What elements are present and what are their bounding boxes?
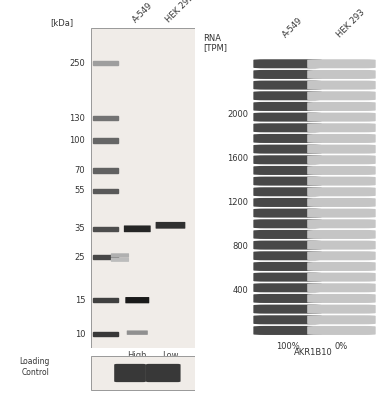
- FancyBboxPatch shape: [307, 102, 376, 111]
- FancyBboxPatch shape: [254, 91, 322, 100]
- FancyBboxPatch shape: [254, 177, 322, 186]
- Text: 100: 100: [69, 136, 85, 145]
- FancyBboxPatch shape: [111, 258, 129, 262]
- FancyBboxPatch shape: [111, 253, 129, 258]
- FancyBboxPatch shape: [307, 70, 376, 79]
- FancyBboxPatch shape: [254, 283, 322, 292]
- FancyBboxPatch shape: [125, 297, 149, 303]
- FancyBboxPatch shape: [307, 251, 376, 260]
- Bar: [93, 298, 118, 302]
- FancyBboxPatch shape: [307, 283, 376, 292]
- FancyBboxPatch shape: [307, 273, 376, 282]
- FancyBboxPatch shape: [254, 145, 322, 154]
- FancyBboxPatch shape: [307, 198, 376, 207]
- FancyBboxPatch shape: [124, 226, 151, 232]
- Text: AKR1B10: AKR1B10: [294, 348, 333, 357]
- Text: 1200: 1200: [227, 198, 248, 207]
- FancyBboxPatch shape: [254, 123, 322, 132]
- Text: A-549: A-549: [281, 16, 305, 40]
- FancyBboxPatch shape: [254, 305, 322, 314]
- Text: 130: 130: [69, 114, 85, 123]
- FancyBboxPatch shape: [307, 219, 376, 228]
- Text: HEK 293: HEK 293: [335, 8, 367, 40]
- FancyBboxPatch shape: [254, 219, 322, 228]
- FancyBboxPatch shape: [127, 330, 148, 335]
- Text: 250: 250: [69, 59, 85, 68]
- Text: [TPM]: [TPM]: [203, 44, 227, 52]
- Bar: [93, 138, 118, 142]
- FancyBboxPatch shape: [254, 315, 322, 324]
- FancyBboxPatch shape: [254, 113, 322, 122]
- Bar: [91, 356, 195, 390]
- Bar: [93, 61, 118, 65]
- FancyBboxPatch shape: [254, 102, 322, 111]
- FancyBboxPatch shape: [254, 70, 322, 79]
- Text: 70: 70: [75, 166, 85, 175]
- Text: 2000: 2000: [227, 110, 248, 119]
- FancyBboxPatch shape: [156, 222, 185, 229]
- FancyBboxPatch shape: [307, 123, 376, 132]
- FancyBboxPatch shape: [307, 134, 376, 143]
- Text: Low: Low: [162, 351, 179, 360]
- FancyBboxPatch shape: [254, 294, 322, 303]
- FancyBboxPatch shape: [307, 241, 376, 250]
- FancyBboxPatch shape: [307, 187, 376, 196]
- FancyBboxPatch shape: [254, 155, 322, 164]
- Bar: [93, 332, 118, 336]
- FancyBboxPatch shape: [254, 166, 322, 175]
- Text: 400: 400: [233, 286, 248, 295]
- FancyBboxPatch shape: [307, 145, 376, 154]
- FancyBboxPatch shape: [254, 59, 322, 68]
- Text: 35: 35: [75, 224, 85, 233]
- Text: 15: 15: [75, 296, 85, 305]
- FancyBboxPatch shape: [307, 59, 376, 68]
- FancyBboxPatch shape: [254, 187, 322, 196]
- Text: RNA: RNA: [203, 34, 221, 43]
- Bar: [93, 168, 118, 172]
- Bar: [93, 116, 118, 120]
- FancyBboxPatch shape: [307, 294, 376, 303]
- FancyBboxPatch shape: [254, 273, 322, 282]
- Text: 800: 800: [232, 242, 248, 251]
- Text: 25: 25: [75, 253, 85, 262]
- FancyBboxPatch shape: [307, 209, 376, 218]
- FancyBboxPatch shape: [307, 230, 376, 239]
- Text: 10: 10: [75, 330, 85, 339]
- FancyBboxPatch shape: [307, 326, 376, 335]
- Text: [kDa]: [kDa]: [51, 18, 74, 27]
- FancyBboxPatch shape: [254, 241, 322, 250]
- FancyBboxPatch shape: [307, 166, 376, 175]
- FancyBboxPatch shape: [307, 113, 376, 122]
- FancyBboxPatch shape: [307, 315, 376, 324]
- FancyBboxPatch shape: [254, 251, 322, 260]
- FancyBboxPatch shape: [114, 364, 146, 382]
- FancyBboxPatch shape: [254, 230, 322, 239]
- Text: Loading
Control: Loading Control: [19, 357, 49, 377]
- FancyBboxPatch shape: [307, 155, 376, 164]
- FancyBboxPatch shape: [307, 262, 376, 271]
- FancyBboxPatch shape: [254, 326, 322, 335]
- Text: 100%: 100%: [276, 342, 300, 351]
- FancyBboxPatch shape: [254, 262, 322, 271]
- FancyBboxPatch shape: [307, 81, 376, 90]
- Text: 0%: 0%: [335, 342, 348, 351]
- FancyBboxPatch shape: [254, 209, 322, 218]
- FancyBboxPatch shape: [254, 81, 322, 90]
- Bar: [93, 255, 118, 259]
- Text: High: High: [128, 351, 147, 360]
- Text: HEK 293: HEK 293: [164, 0, 196, 24]
- Text: A-549: A-549: [131, 0, 154, 24]
- Text: 55: 55: [75, 186, 85, 195]
- Text: 1600: 1600: [227, 154, 248, 163]
- FancyBboxPatch shape: [254, 198, 322, 207]
- Bar: [91, 28, 195, 348]
- Bar: [93, 189, 118, 193]
- FancyBboxPatch shape: [307, 91, 376, 100]
- FancyBboxPatch shape: [307, 177, 376, 186]
- Bar: [93, 227, 118, 231]
- FancyBboxPatch shape: [307, 305, 376, 314]
- FancyBboxPatch shape: [254, 134, 322, 143]
- FancyBboxPatch shape: [146, 364, 181, 382]
